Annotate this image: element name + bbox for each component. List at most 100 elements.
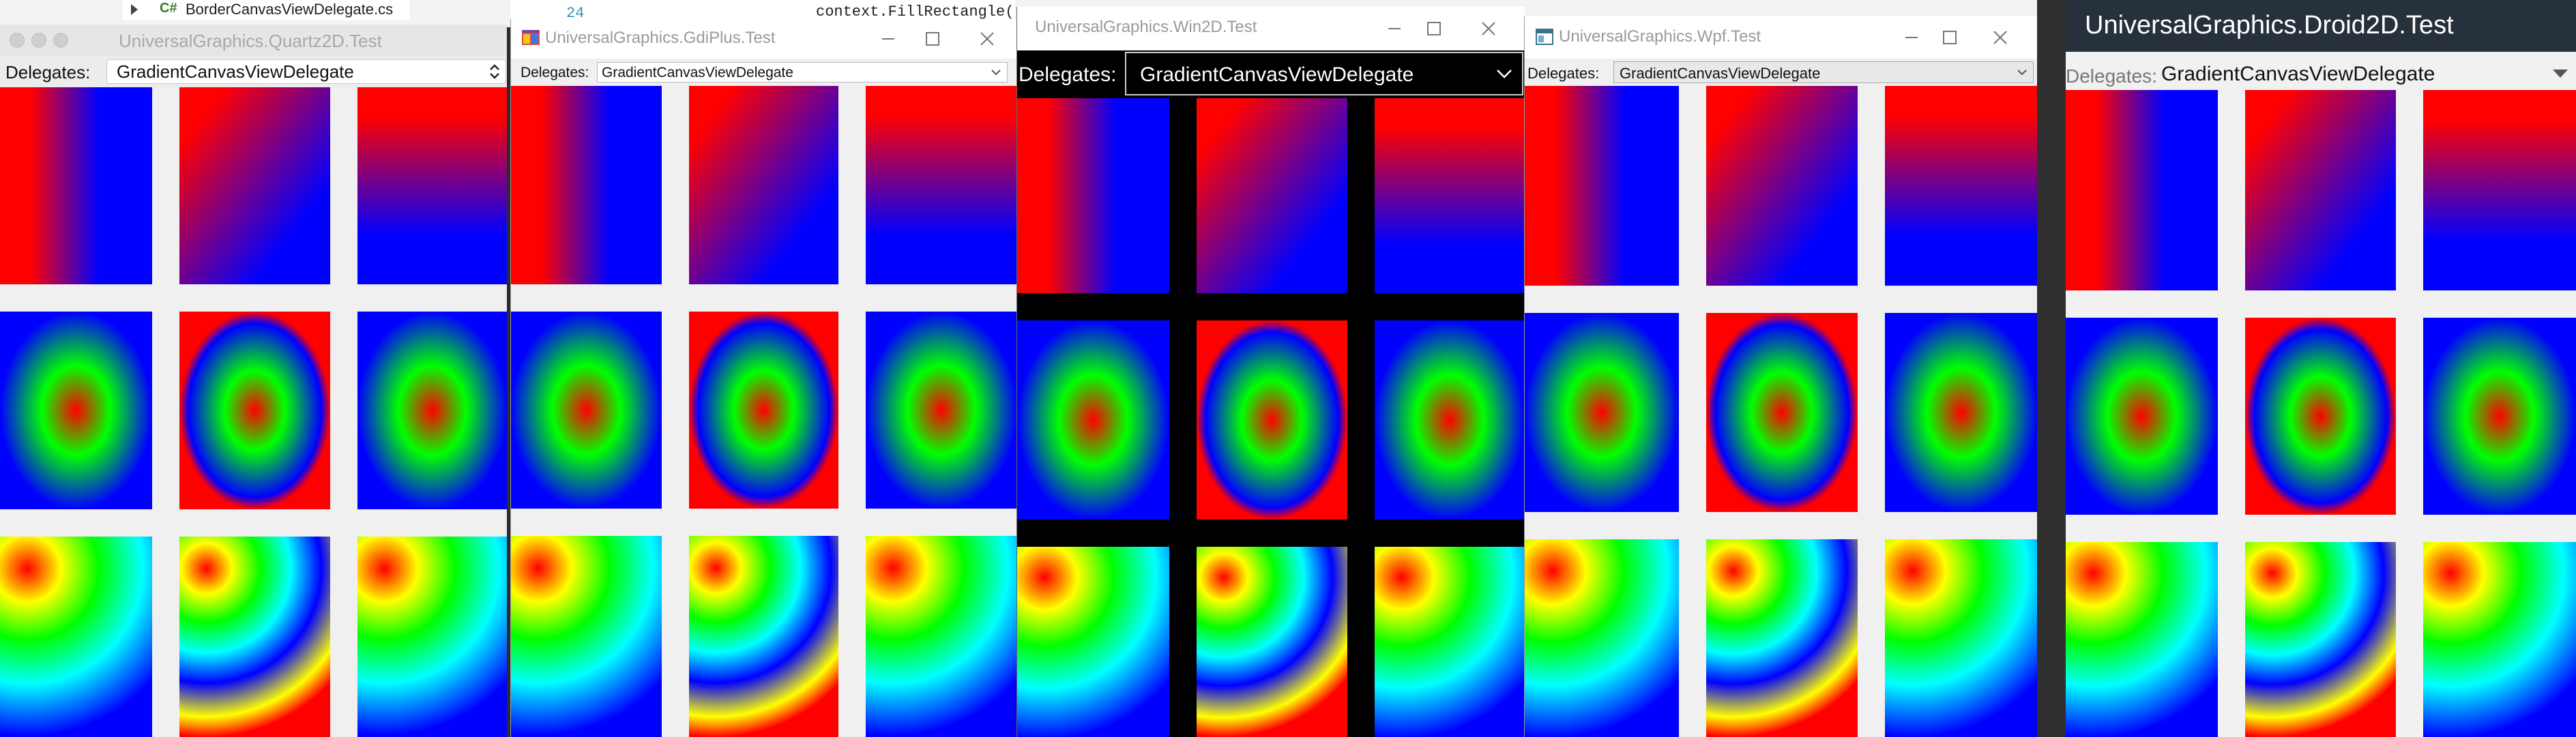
gradient-sample-r2c3 [2423, 318, 2576, 515]
csharp-file-icon: C# [160, 1, 177, 16]
line-number: 24 [566, 5, 585, 22]
delegate-select-value: GradientCanvasViewDelegate [1140, 63, 1414, 86]
gradient-sample-r2c1 [511, 312, 662, 509]
delegates-toolbar: Delegates: GradientCanvasViewDelegate [0, 56, 507, 87]
gradient-canvas [1525, 86, 2038, 737]
gradient-sample-r2c2 [2245, 318, 2396, 515]
gradient-sample-r3c1 [1017, 547, 1169, 737]
gradient-sample-r1c3 [1885, 86, 2038, 286]
gradient-sample-r2c1 [1017, 320, 1169, 520]
close-icon[interactable] [967, 19, 1008, 59]
wpf-window: UniversalGraphics.Wpf.Test Delegates: Gr… [1524, 16, 2038, 737]
gradient-sample-r2c3 [1885, 313, 2038, 512]
minimize-icon[interactable] [1364, 7, 1425, 50]
gradient-sample-r2c1 [2066, 318, 2218, 515]
gradient-sample-r3c3 [357, 537, 507, 737]
gradient-sample-r2c2 [689, 312, 838, 509]
delegate-select-value: GradientCanvasViewDelegate [602, 65, 793, 80]
gradient-sample-r2c3 [1375, 320, 1525, 520]
solution-item-label: BorderCanvasViewDelegate.cs [186, 1, 394, 18]
minimize-icon[interactable] [1881, 16, 1942, 59]
title-bar[interactable]: UniversalGraphics.Quartz2D.Test [0, 25, 507, 57]
window-title: UniversalGraphics.GdiPlus.Test [545, 29, 776, 47]
delegates-toolbar: Delegates: GradientCanvasViewDelegate [2066, 52, 2576, 90]
delegates-label: Delegates: [1527, 65, 1600, 82]
expand-arrow-icon[interactable] [131, 4, 138, 15]
gradient-sample-r2c1 [0, 312, 152, 509]
gradient-sample-r3c1 [0, 537, 152, 737]
droid2d-window: UniversalGraphics.Droid2D.Test Delegates… [2066, 0, 2576, 737]
gradient-sample-r3c3 [1885, 539, 2038, 737]
gradient-sample-r3c2 [1706, 539, 1858, 737]
spinner-arrow-icon [2553, 70, 2568, 78]
win2d-window: UniversalGraphics.Win2D.Test Delegates: … [1016, 7, 1525, 737]
gradient-sample-r3c3 [866, 536, 1017, 737]
gradient-sample-r3c2 [2245, 542, 2396, 737]
gradient-sample-r1c3 [2423, 90, 2576, 290]
gradient-sample-r2c2 [1706, 313, 1858, 512]
gradient-sample-r1c1 [1017, 98, 1169, 293]
gradient-sample-r3c2 [1197, 547, 1347, 737]
gradient-canvas [511, 86, 1017, 737]
gradient-sample-r1c1 [0, 87, 152, 284]
delegates-label: Delegates: [521, 65, 589, 80]
maximize-icon[interactable] [1403, 7, 1465, 50]
maximize-icon[interactable] [1919, 16, 1980, 59]
gradient-sample-r2c3 [866, 312, 1017, 509]
title-bar[interactable]: UniversalGraphics.GdiPlus.Test [511, 19, 1017, 59]
gradient-sample-r1c3 [357, 87, 507, 284]
wpf-app-icon [1536, 29, 1553, 45]
window-title: UniversalGraphics.Wpf.Test [1559, 27, 1761, 46]
close-icon[interactable] [1458, 7, 1519, 50]
chevron-down-icon [2017, 67, 2028, 81]
gradient-sample-r1c1 [2066, 90, 2218, 290]
gradient-sample-r1c1 [1525, 86, 1679, 286]
gradient-sample-r2c2 [179, 312, 330, 509]
window-gap [2037, 0, 2066, 737]
window-title: UniversalGraphics.Quartz2D.Test [119, 31, 382, 51]
gdiplus-window: UniversalGraphics.GdiPlus.Test Delegates… [510, 19, 1017, 737]
gradient-sample-r1c2 [1197, 98, 1347, 293]
updown-chevron-icon [488, 61, 501, 83]
chevron-down-icon [991, 67, 1001, 81]
gradient-sample-r2c2 [1197, 320, 1347, 520]
minimize-icon[interactable] [31, 33, 46, 48]
window-title: UniversalGraphics.Win2D.Test [1035, 18, 1257, 36]
gradient-sample-r1c2 [179, 87, 330, 284]
solution-explorer-item[interactable]: C# BorderCanvasViewDelegate.cs [123, 0, 409, 20]
winforms-app-icon [522, 30, 540, 45]
zoom-icon[interactable] [53, 33, 68, 48]
delegate-select-value: GradientCanvasViewDelegate [1620, 65, 1821, 82]
delegate-select[interactable]: GradientCanvasViewDelegate [597, 62, 1008, 82]
title-bar[interactable]: UniversalGraphics.Win2D.Test [1017, 7, 1525, 50]
gradient-sample-r2c3 [357, 312, 507, 509]
gradient-sample-r3c3 [2423, 542, 2576, 737]
delegate-select[interactable]: GradientCanvasViewDelegate [106, 59, 506, 84]
maximize-icon[interactable] [919, 19, 946, 59]
code-fragment: context.FillRectangle( [816, 3, 1014, 20]
close-icon[interactable] [10, 33, 25, 48]
app-title: UniversalGraphics.Droid2D.Test [2085, 11, 2454, 40]
gradient-canvas [1017, 98, 1525, 737]
gradient-sample-r3c1 [2066, 542, 2218, 737]
delegate-select-value: GradientCanvasViewDelegate [2161, 63, 2435, 85]
delegate-spinner[interactable]: GradientCanvasViewDelegate [2161, 59, 2573, 89]
close-icon[interactable] [1970, 16, 2031, 59]
delegates-toolbar: Delegates: GradientCanvasViewDelegate [1525, 59, 2038, 86]
gradient-sample-r1c2 [1706, 86, 1858, 286]
delegate-select-value: GradientCanvasViewDelegate [117, 61, 354, 82]
chevron-down-icon [1496, 67, 1512, 84]
delegate-select[interactable]: GradientCanvasViewDelegate [1613, 61, 2034, 83]
delegates-label: Delegates: [2066, 65, 2157, 87]
title-bar[interactable]: UniversalGraphics.Wpf.Test [1525, 16, 2038, 59]
delegates-label: Delegates: [1019, 63, 1117, 86]
delegates-label: Delegates: [5, 62, 91, 82]
minimize-icon[interactable] [858, 19, 919, 59]
delegate-select[interactable]: GradientCanvasViewDelegate [1125, 52, 1523, 95]
gradient-sample-r3c1 [1525, 539, 1679, 737]
gradient-sample-r3c3 [1375, 547, 1525, 737]
action-bar: UniversalGraphics.Droid2D.Test [2066, 0, 2576, 52]
gradient-canvas [0, 87, 507, 737]
gradient-sample-r1c1 [511, 86, 662, 284]
gradient-sample-r1c3 [1375, 98, 1525, 293]
